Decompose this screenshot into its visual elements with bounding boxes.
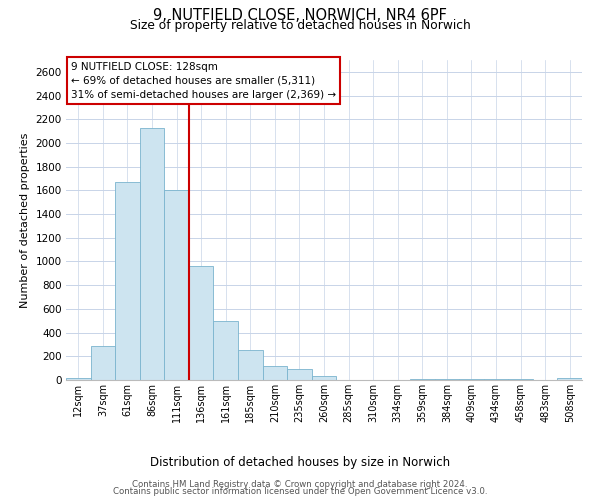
Text: 9 NUTFIELD CLOSE: 128sqm
← 69% of detached houses are smaller (5,311)
31% of sem: 9 NUTFIELD CLOSE: 128sqm ← 69% of detach…: [71, 62, 336, 100]
Text: Distribution of detached houses by size in Norwich: Distribution of detached houses by size …: [150, 456, 450, 469]
Bar: [189, 266, 214, 380]
Y-axis label: Number of detached properties: Number of detached properties: [20, 132, 30, 308]
Bar: [263, 366, 287, 380]
Text: Contains public sector information licensed under the Open Government Licence v3: Contains public sector information licen…: [113, 487, 487, 496]
Bar: [312, 376, 336, 380]
Bar: [164, 190, 189, 380]
Bar: [410, 379, 434, 380]
Bar: [115, 182, 140, 380]
Bar: [557, 378, 582, 380]
Bar: [66, 378, 91, 380]
Text: Contains HM Land Registry data © Crown copyright and database right 2024.: Contains HM Land Registry data © Crown c…: [132, 480, 468, 489]
Bar: [140, 128, 164, 380]
Bar: [214, 320, 238, 380]
Text: Size of property relative to detached houses in Norwich: Size of property relative to detached ho…: [130, 19, 470, 32]
Bar: [287, 368, 312, 380]
Bar: [238, 350, 263, 380]
Bar: [91, 346, 115, 380]
Text: 9, NUTFIELD CLOSE, NORWICH, NR4 6PF: 9, NUTFIELD CLOSE, NORWICH, NR4 6PF: [153, 8, 447, 22]
